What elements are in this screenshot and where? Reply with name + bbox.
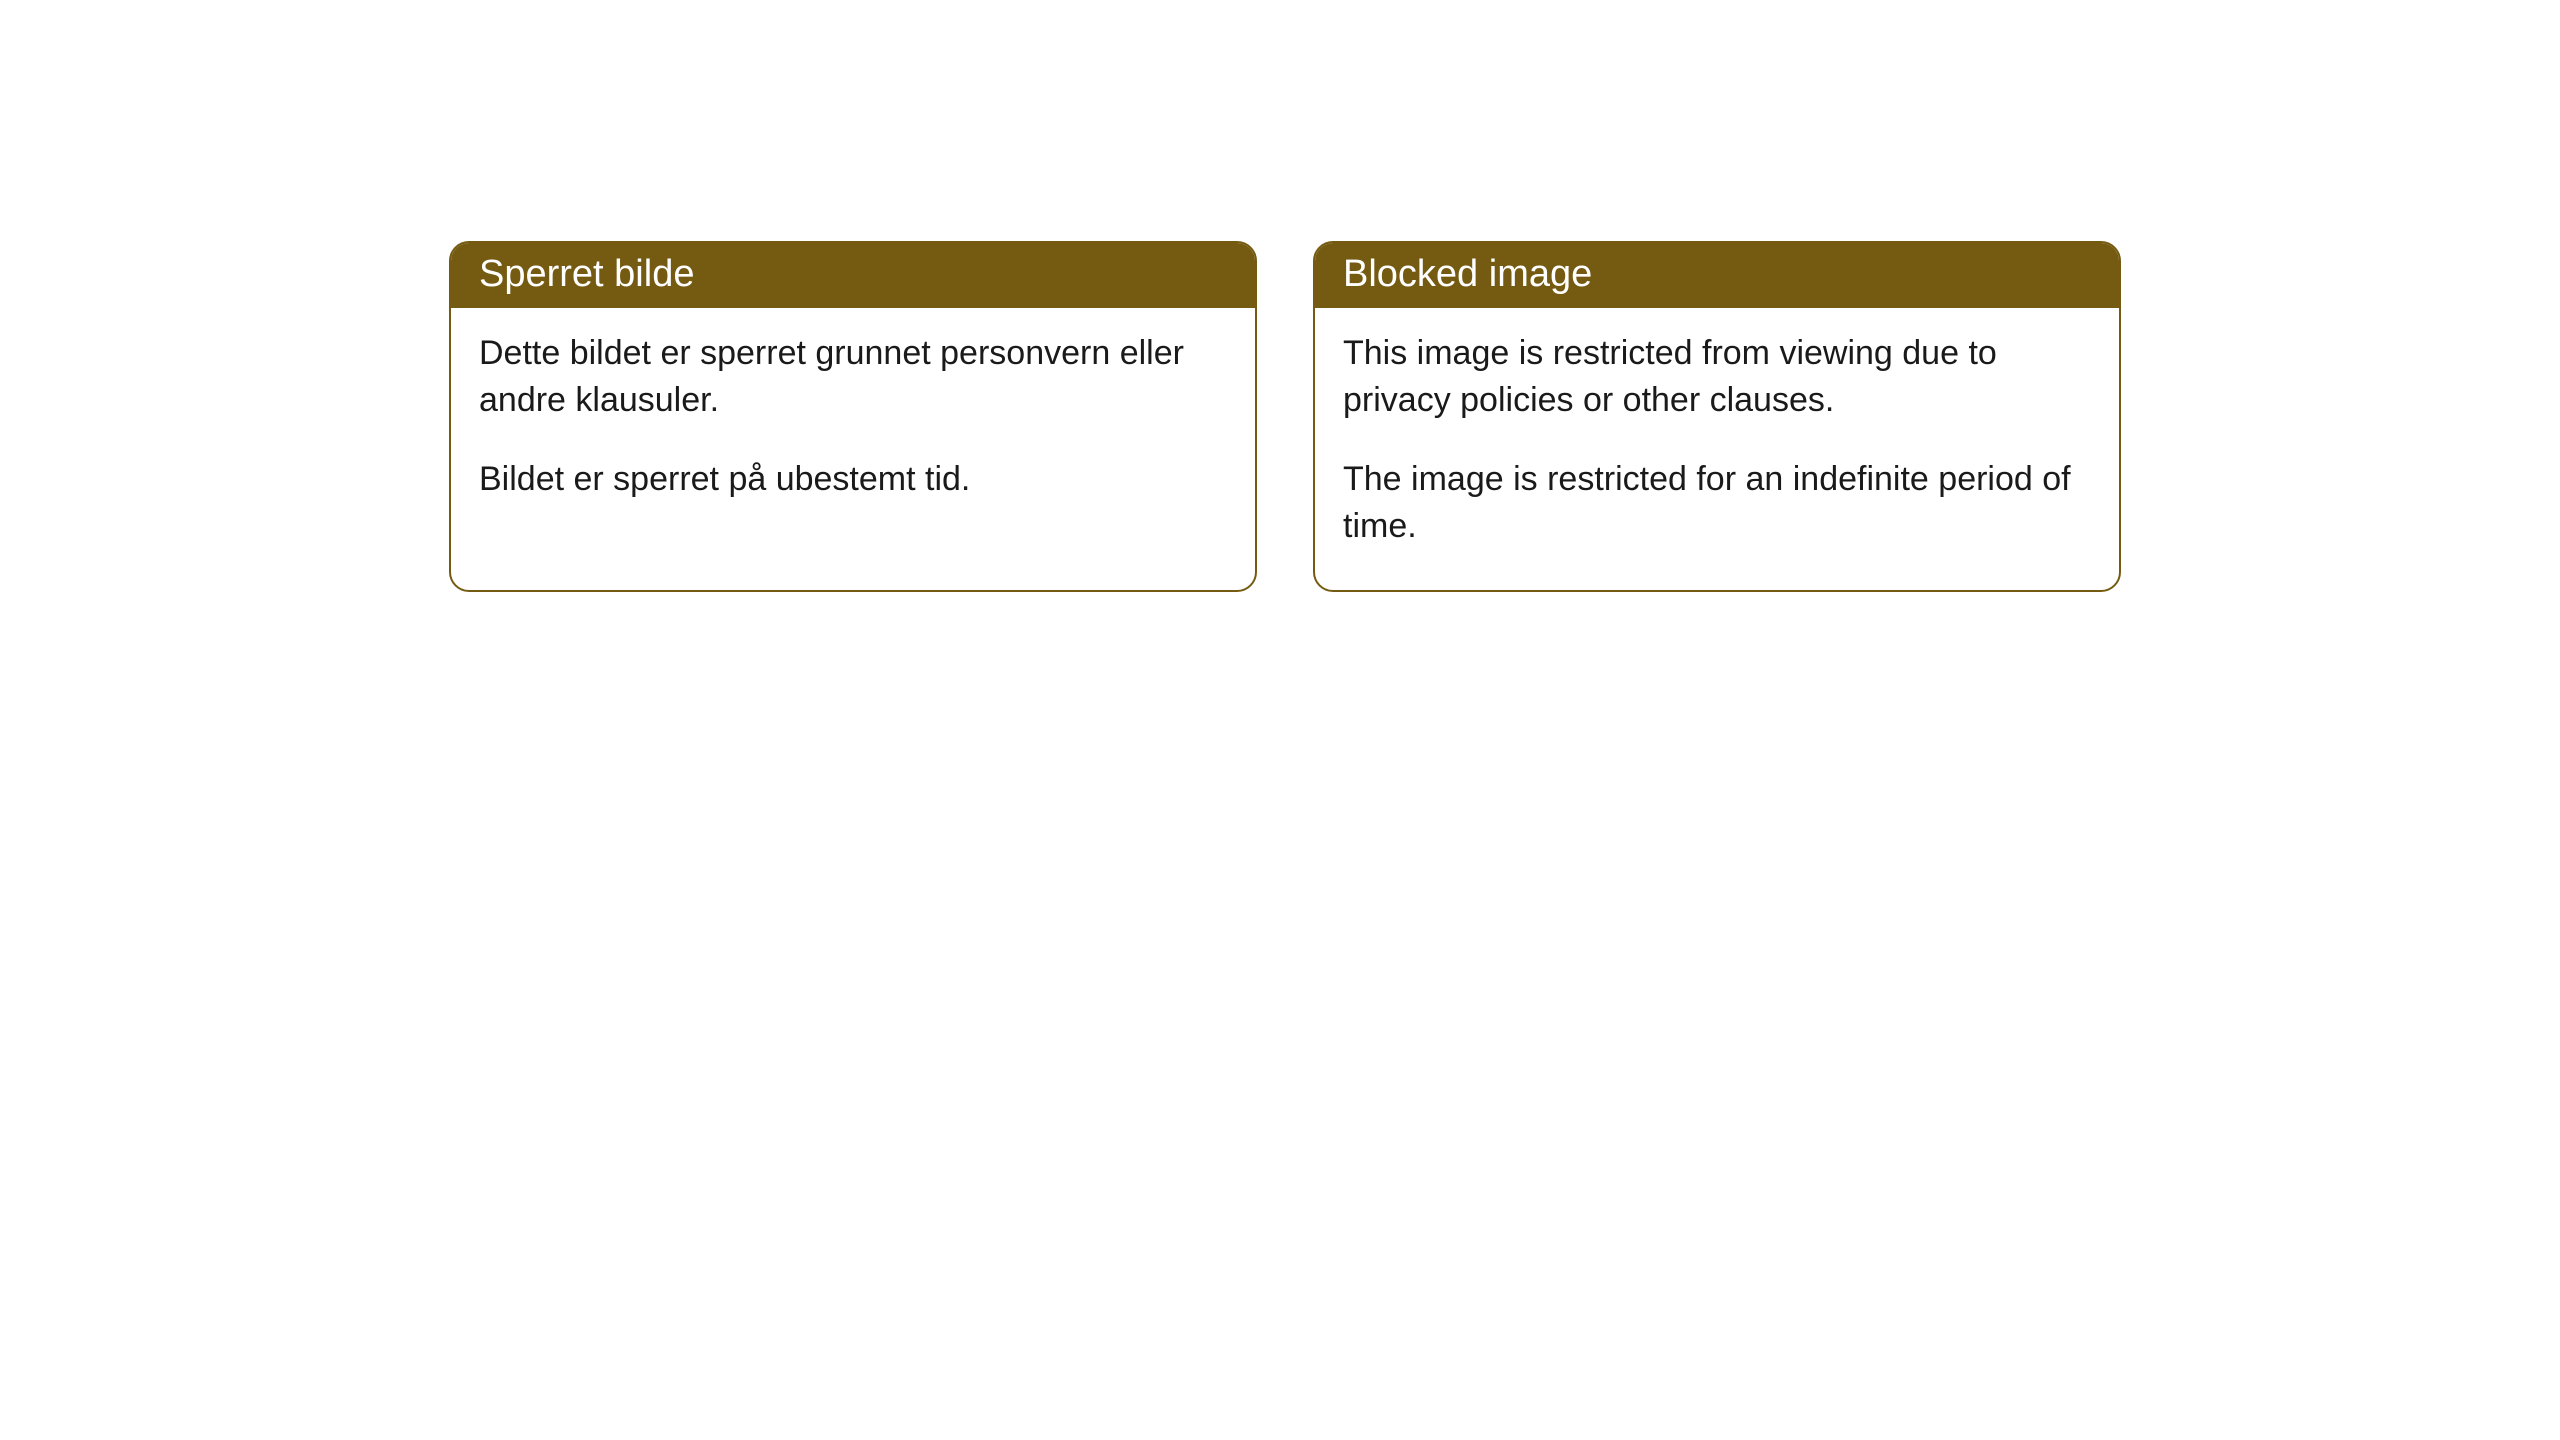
notice-body-en: This image is restricted from viewing du…	[1315, 308, 2119, 590]
blocked-image-notice-en: Blocked image This image is restricted f…	[1313, 241, 2121, 592]
blocked-image-notice-no: Sperret bilde Dette bildet er sperret gr…	[449, 241, 1257, 592]
notice-container: Sperret bilde Dette bildet er sperret gr…	[0, 0, 2560, 592]
notice-paragraph-2-no: Bildet er sperret på ubestemt tid.	[479, 456, 1227, 503]
notice-header-no: Sperret bilde	[451, 243, 1255, 308]
notice-paragraph-2-en: The image is restricted for an indefinit…	[1343, 456, 2091, 550]
notice-paragraph-1-en: This image is restricted from viewing du…	[1343, 330, 2091, 424]
notice-paragraph-1-no: Dette bildet er sperret grunnet personve…	[479, 330, 1227, 424]
notice-body-no: Dette bildet er sperret grunnet personve…	[451, 308, 1255, 543]
notice-header-en: Blocked image	[1315, 243, 2119, 308]
